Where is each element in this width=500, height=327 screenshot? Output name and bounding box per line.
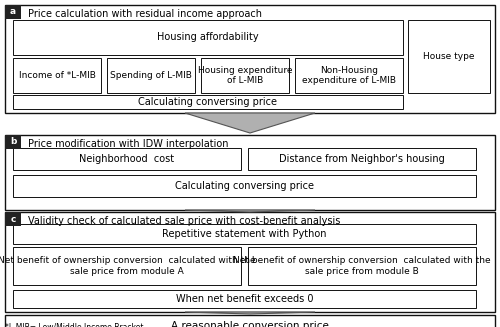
Bar xyxy=(5,315,495,327)
Text: Housing affordability: Housing affordability xyxy=(157,32,259,43)
Text: When net benefit exceeds 0: When net benefit exceeds 0 xyxy=(176,294,313,304)
Text: A reasonable conversion price: A reasonable conversion price xyxy=(171,321,329,327)
Polygon shape xyxy=(185,210,315,212)
Text: Calculating conversing price: Calculating conversing price xyxy=(138,97,278,107)
Text: Calculating conversing price: Calculating conversing price xyxy=(175,181,314,191)
Bar xyxy=(13,247,241,285)
Text: Income of *L-MIB: Income of *L-MIB xyxy=(18,71,96,80)
Bar xyxy=(13,20,403,55)
Bar xyxy=(5,5,495,113)
Text: *L-MIB= Low/Middle Income Bracket: *L-MIB= Low/Middle Income Bracket xyxy=(5,323,143,327)
Bar xyxy=(248,148,476,170)
Bar xyxy=(13,224,476,244)
Text: b: b xyxy=(10,137,16,146)
Bar xyxy=(5,135,495,210)
Bar xyxy=(248,247,476,285)
Text: Net benefit of ownership conversion  calculated with the
sale price from module : Net benefit of ownership conversion calc… xyxy=(0,256,256,276)
Bar xyxy=(201,58,289,93)
Text: c: c xyxy=(10,215,16,223)
Text: Repetitive statement with Python: Repetitive statement with Python xyxy=(162,229,327,239)
Text: Spending of L-MIB: Spending of L-MIB xyxy=(110,71,192,80)
Text: a: a xyxy=(10,8,16,16)
Bar xyxy=(5,5,21,19)
Text: Net benefit of ownership conversion  calculated with the
sale price from module : Net benefit of ownership conversion calc… xyxy=(233,256,491,276)
Bar xyxy=(5,212,21,226)
Bar xyxy=(5,135,21,149)
Polygon shape xyxy=(185,312,315,314)
Text: Neighborhood  cost: Neighborhood cost xyxy=(80,154,174,164)
Text: Housing expenditure
of L-MIB: Housing expenditure of L-MIB xyxy=(198,66,292,85)
Text: Price calculation with residual income approach: Price calculation with residual income a… xyxy=(28,9,262,19)
Bar xyxy=(107,58,195,93)
Bar xyxy=(13,58,101,93)
Text: Validity check of calculated sale price with cost-benefit analysis: Validity check of calculated sale price … xyxy=(28,216,340,226)
Bar xyxy=(5,212,495,312)
Bar xyxy=(13,175,476,197)
Text: Distance from Neighbor's housing: Distance from Neighbor's housing xyxy=(279,154,445,164)
Text: Non-Housing
expenditure of L-MIB: Non-Housing expenditure of L-MIB xyxy=(302,66,396,85)
Bar xyxy=(408,20,490,93)
Bar xyxy=(13,95,403,109)
Bar xyxy=(13,290,476,308)
Bar xyxy=(13,148,241,170)
Bar xyxy=(295,58,403,93)
Text: Price modification with IDW interpolation: Price modification with IDW interpolatio… xyxy=(28,139,228,149)
Text: House type: House type xyxy=(423,52,475,61)
Polygon shape xyxy=(185,113,315,133)
